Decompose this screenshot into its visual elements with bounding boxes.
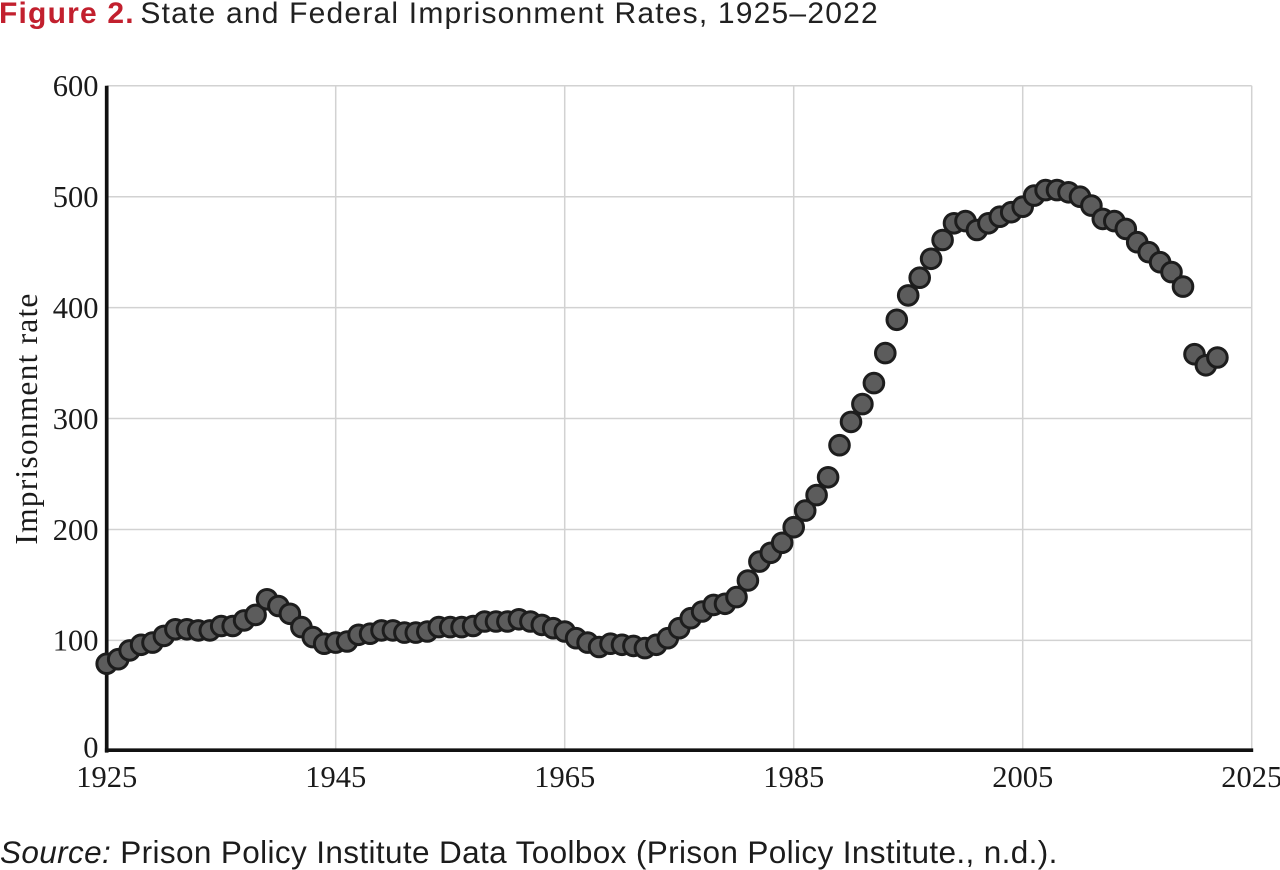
svg-text:1985: 1985 xyxy=(763,760,824,794)
svg-text:Imprisonment rate: Imprisonment rate xyxy=(9,292,44,544)
svg-text:400: 400 xyxy=(53,291,99,325)
svg-text:1965: 1965 xyxy=(534,760,595,794)
svg-text:100: 100 xyxy=(53,624,99,658)
svg-text:500: 500 xyxy=(53,180,99,214)
svg-text:0: 0 xyxy=(83,731,98,765)
svg-text:2025: 2025 xyxy=(1221,760,1280,794)
svg-text:300: 300 xyxy=(53,402,99,436)
svg-text:600: 600 xyxy=(53,69,99,103)
svg-text:200: 200 xyxy=(53,513,99,547)
svg-text:2005: 2005 xyxy=(992,760,1053,794)
svg-text:1925: 1925 xyxy=(76,760,137,794)
svg-text:1945: 1945 xyxy=(305,760,366,794)
